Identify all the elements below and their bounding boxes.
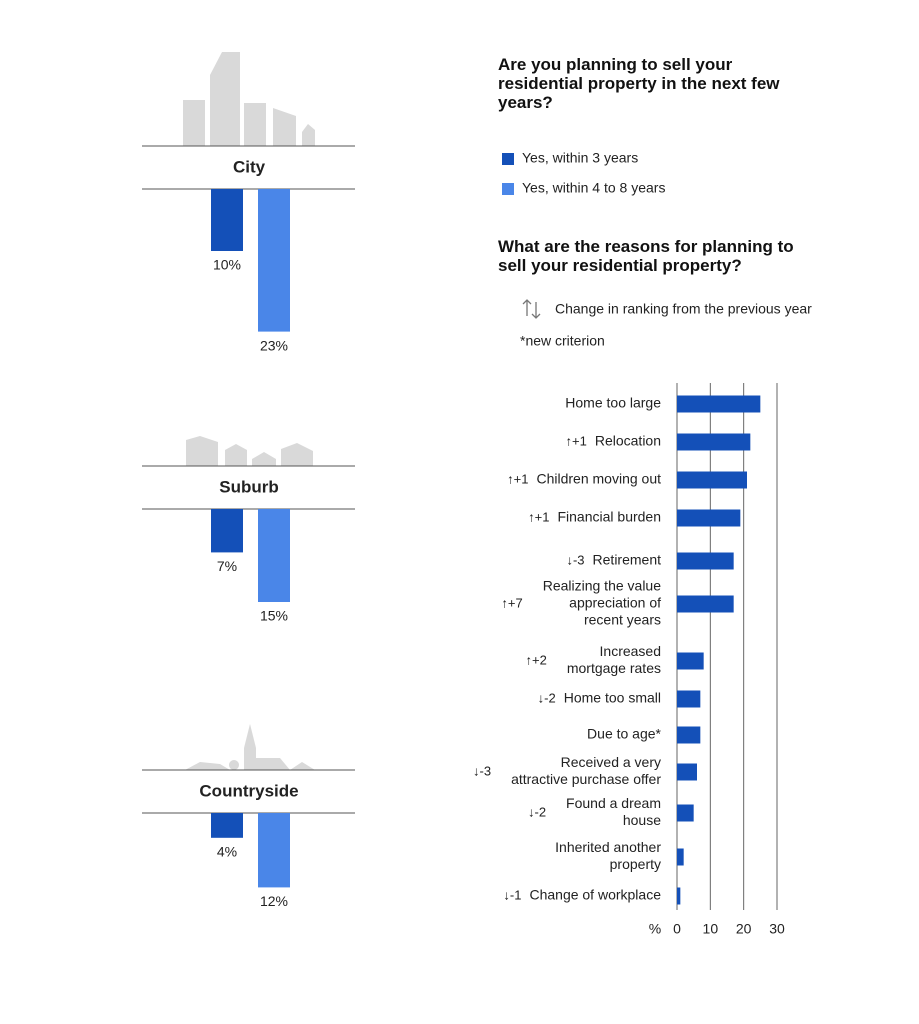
bar xyxy=(211,509,243,553)
bar xyxy=(677,690,701,708)
bar xyxy=(258,189,290,332)
bar xyxy=(677,471,747,489)
x-tick-label: 10 xyxy=(703,921,719,937)
category-label: Realizing the value xyxy=(543,578,662,594)
category-label: Increased xyxy=(600,643,661,659)
rank-change: ↓-2 xyxy=(528,804,546,819)
x-tick-label: 0 xyxy=(673,921,681,937)
x-tick-label: 30 xyxy=(769,921,785,937)
category-label: Financial burden xyxy=(557,509,661,525)
rank-change: ↑+7 xyxy=(501,595,522,610)
countryside-skyline xyxy=(185,724,315,770)
value-label: 10% xyxy=(213,257,241,273)
category-label: Suburb xyxy=(219,477,279,496)
category-label: Due to age* xyxy=(587,726,661,742)
value-label: 15% xyxy=(260,608,288,624)
category-label: Inherited another xyxy=(555,839,661,855)
category-label: Retirement xyxy=(593,552,662,568)
value-label: 23% xyxy=(260,337,288,353)
x-unit: % xyxy=(649,921,661,937)
bar xyxy=(211,189,243,251)
rank-change: ↓-1 xyxy=(503,887,521,902)
bar xyxy=(211,813,243,838)
legend-label: Yes, within 4 to 8 years xyxy=(522,180,665,196)
bar xyxy=(677,652,704,670)
bar xyxy=(677,395,761,413)
bar xyxy=(677,763,697,781)
bar xyxy=(677,887,681,905)
category-label: appreciation of xyxy=(569,595,661,611)
bar xyxy=(677,433,751,451)
legend-swatch xyxy=(502,153,514,165)
category-label: Found a dream xyxy=(566,795,661,811)
category-label: Received a very xyxy=(561,754,661,770)
category-label: mortgage rates xyxy=(567,660,661,676)
category-label: property xyxy=(610,856,661,872)
category-label: recent years xyxy=(584,612,661,628)
bar xyxy=(677,726,701,744)
rank-change: ↓-3 xyxy=(473,763,491,778)
bar xyxy=(677,595,734,613)
title: Are you planning to sell your residentia… xyxy=(498,55,780,112)
category-label: City xyxy=(233,157,266,176)
legend-swatch xyxy=(502,183,514,195)
legend-label: Yes, within 3 years xyxy=(522,150,638,166)
category-label: Change of workplace xyxy=(529,887,661,903)
x-tick-label: 20 xyxy=(736,921,752,937)
category-label: attractive purchase offer xyxy=(511,771,661,787)
value-label: 4% xyxy=(217,844,237,860)
category-label: house xyxy=(623,812,661,828)
rank-change: ↑+1 xyxy=(507,471,528,486)
bar xyxy=(258,813,290,888)
rank-change: ↑+1 xyxy=(528,509,549,524)
suburb-skyline xyxy=(186,436,313,466)
category-label: Relocation xyxy=(595,433,661,449)
category-label: Countryside xyxy=(199,781,298,800)
category-label: Children moving out xyxy=(536,471,661,487)
bar xyxy=(258,509,290,602)
bar xyxy=(677,552,734,570)
rank-change: ↓-2 xyxy=(538,690,556,705)
title: What are the reasons for planning to sel… xyxy=(498,237,794,275)
rank-change: ↓-3 xyxy=(566,552,584,567)
rank-change: ↑+2 xyxy=(526,652,547,667)
bar xyxy=(677,848,684,866)
rank-icon xyxy=(522,299,541,319)
rank-change: ↑+1 xyxy=(566,433,587,448)
city-skyline xyxy=(183,52,315,146)
value-label: 7% xyxy=(217,558,237,574)
bar xyxy=(677,509,741,527)
bar xyxy=(677,804,694,822)
rank-note: Change in ranking from the previous year xyxy=(555,301,812,317)
category-label: Home too small xyxy=(564,690,661,706)
footnote: *new criterion xyxy=(520,333,605,349)
value-label: 12% xyxy=(260,893,288,909)
category-label: Home too large xyxy=(565,395,661,411)
